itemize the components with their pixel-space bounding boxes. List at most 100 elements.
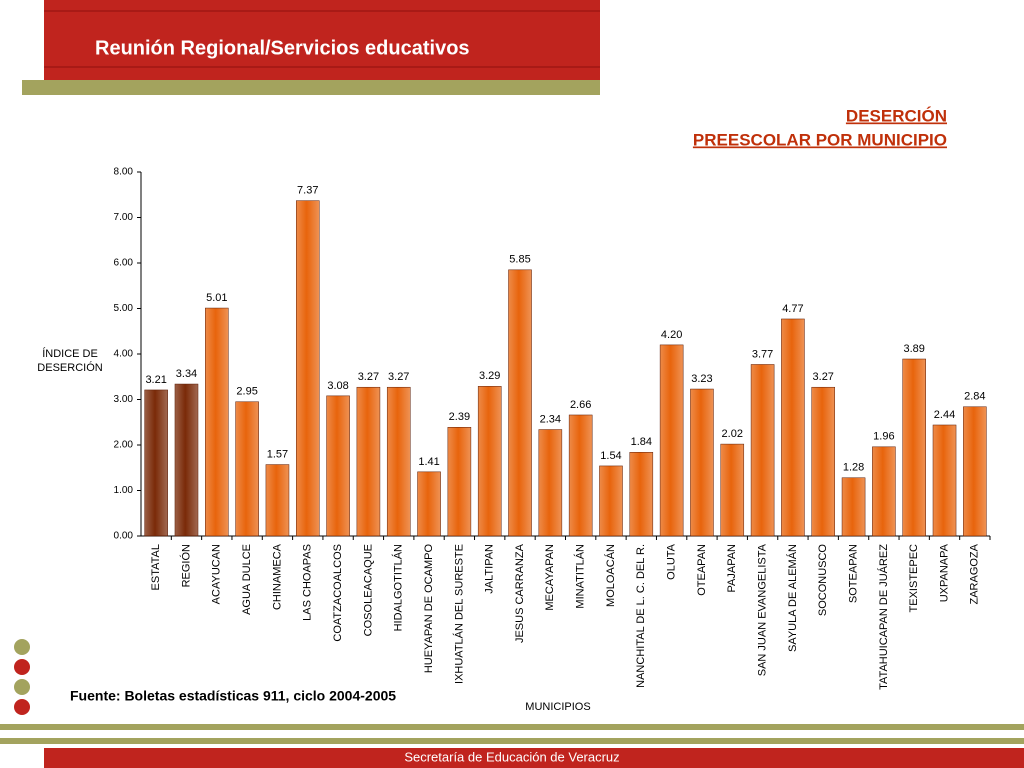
x-tick-label: MECAYAPAN	[544, 544, 556, 611]
bullet	[14, 699, 30, 715]
header-stripe	[44, 10, 600, 12]
x-tick-label: HIDALGOTITLÁN	[392, 544, 405, 631]
x-tick-label: JESUS CARRANZA	[514, 543, 526, 643]
value-label: 3.23	[691, 373, 712, 385]
value-label: 1.84	[631, 436, 652, 448]
x-axis-label: MUNICIPIOS	[525, 701, 590, 713]
footer-text: Secretaría de Educación de Veracruz	[404, 749, 619, 764]
value-label: 7.37	[297, 185, 318, 197]
x-tick-label: ZARAGOZA	[969, 543, 981, 604]
x-tick-label: SOTEAPAN	[847, 544, 859, 603]
y-tick-label: 3.00	[114, 394, 134, 405]
bar	[811, 386, 836, 537]
bar	[326, 395, 350, 537]
x-tick-label: OTEAPAN	[696, 544, 708, 596]
bar	[690, 388, 714, 537]
value-label: 3.27	[358, 371, 379, 383]
x-tick-label: NANCHITAL DE L. C. DEL R.	[635, 544, 647, 688]
value-label: 1.96	[873, 431, 894, 443]
value-label: 3.77	[752, 348, 773, 360]
bar	[235, 401, 259, 537]
bar	[932, 424, 957, 537]
chart-title: DESERCIÓN	[846, 106, 947, 125]
y-tick-label: 7.00	[114, 212, 134, 223]
x-tick-label: ACAYUCAN	[211, 544, 223, 604]
x-tick-label: UXPANAPA	[938, 543, 950, 602]
source-note: Fuente: Boletas estadísticas 911, ciclo …	[70, 688, 396, 704]
y-tick-label: 0.00	[114, 531, 134, 542]
bar	[841, 477, 866, 537]
bar	[720, 443, 745, 537]
bullet	[14, 679, 30, 695]
y-tick-label: 1.00	[114, 485, 134, 496]
bar	[508, 269, 532, 537]
bar	[750, 364, 775, 537]
bar	[386, 386, 411, 537]
bar	[447, 427, 472, 537]
bar	[265, 464, 290, 537]
footer-strip	[0, 724, 1024, 730]
header-title: Reunión Regional/Servicios educativos	[95, 37, 470, 59]
header-stripe	[44, 66, 600, 68]
value-label: 1.28	[843, 462, 864, 474]
bar	[295, 200, 320, 537]
y-tick-label: 2.00	[114, 440, 134, 451]
bar	[659, 344, 684, 537]
bar	[205, 307, 229, 537]
value-label: 2.39	[449, 411, 470, 423]
value-label: 2.84	[964, 391, 985, 403]
bar	[538, 429, 563, 537]
value-label: 1.41	[418, 456, 439, 468]
bar	[963, 406, 987, 537]
x-tick-label: JALTIPAN	[484, 544, 496, 594]
bar	[781, 318, 805, 537]
y-tick-label: 4.00	[114, 349, 134, 360]
x-tick-label: MOLOACÁN	[604, 544, 617, 607]
value-label: 4.20	[661, 329, 682, 341]
bar	[144, 389, 168, 537]
x-tick-label: SOCONUSCO	[817, 544, 829, 617]
bar	[599, 465, 623, 537]
x-tick-label: COATZACOALCOS	[332, 544, 344, 642]
bar	[568, 414, 593, 537]
chart-title: PREESCOLAR POR MUNICIPIO	[693, 130, 947, 149]
value-label: 3.27	[813, 371, 834, 383]
x-tick-label: AGUA DULCE	[241, 544, 253, 615]
value-label: 2.02	[722, 428, 743, 440]
y-tick-label: 6.00	[114, 258, 134, 269]
value-label: 3.34	[176, 368, 197, 380]
bar	[477, 386, 502, 537]
value-label: 1.57	[267, 448, 288, 460]
y-tick-label: 8.00	[114, 167, 134, 178]
bullet	[14, 639, 30, 655]
bar	[902, 358, 926, 537]
value-label: 3.21	[145, 374, 166, 386]
x-tick-label: IXHUATLÁN DEL SURESTE	[452, 544, 465, 684]
x-tick-label: TATAHUICAPAN DE JUÁREZ	[877, 544, 890, 690]
bar	[174, 383, 199, 537]
x-tick-label: TEXISTEPEC	[908, 544, 920, 613]
x-tick-label: COSOLEACAQUE	[362, 544, 374, 636]
x-tick-label: ESTATAL	[150, 544, 162, 590]
value-label: 2.95	[236, 386, 257, 398]
value-label: 2.44	[934, 409, 955, 421]
bar	[629, 452, 654, 537]
bar	[356, 386, 381, 537]
x-tick-label: CHINAMECA	[271, 543, 283, 610]
value-label: 1.54	[600, 450, 621, 462]
x-tick-label: REGIÓN	[179, 544, 192, 587]
value-label: 2.66	[570, 399, 591, 411]
x-tick-label: SAYULA DE ALEMÁN	[786, 544, 799, 652]
value-label: 5.85	[509, 254, 530, 266]
bar	[417, 471, 441, 537]
footer-bar	[44, 748, 1024, 768]
value-label: 2.34	[540, 413, 561, 425]
footer-strip	[0, 738, 1024, 744]
value-label: 5.01	[206, 292, 227, 304]
header-strip	[22, 80, 600, 95]
x-tick-label: SAN JUAN EVANGELISTA	[756, 543, 768, 676]
y-axis-label: DESERCIÓN	[37, 361, 102, 374]
x-tick-label: PAJAPAN	[726, 544, 738, 593]
bar	[872, 446, 896, 537]
